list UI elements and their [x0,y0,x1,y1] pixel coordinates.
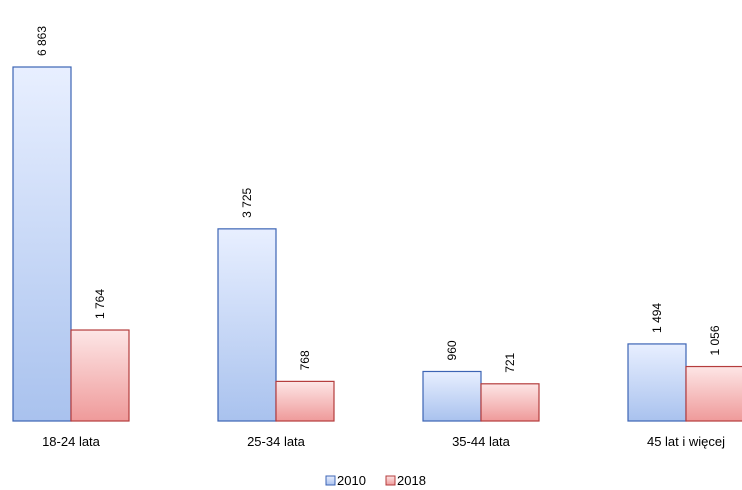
legend: 2010 2018 [325,473,426,488]
value-label-2018-2: 721 [503,352,517,372]
bar-2010-0 [12,66,72,422]
value-label-2010-3: 1 494 [650,303,664,333]
category-label-2: 35-44 lata [452,434,511,449]
bar-2018-0 [70,329,130,422]
category-label-0: 18-24 lata [42,434,101,449]
value-label-2018-3: 1 056 [708,325,722,355]
bar-2010-3 [627,343,687,422]
legend-swatch-2018 [385,475,396,486]
legend-label-2018: 2018 [397,473,426,488]
legend-label-2010: 2010 [337,473,366,488]
value-labels-group: 6 863 1 764 3 725 768 960 721 1 494 1 056 [35,26,722,373]
bars-group [12,66,742,422]
bar-2018-2 [480,383,540,422]
bar-2018-3 [685,365,742,422]
legend-swatch-2010 [325,475,336,486]
category-label-1: 25-34 lata [247,434,306,449]
value-label-2018-1: 768 [298,350,312,370]
bar-2018-1 [275,380,335,422]
value-label-2010-2: 960 [445,340,459,360]
value-label-2010-1: 3 725 [240,188,254,218]
value-label-2018-0: 1 764 [93,289,107,319]
value-label-2010-0: 6 863 [35,26,49,56]
bar-2010-1 [217,228,277,422]
category-labels-group: 18-24 lata 25-34 lata 35-44 lata 45 lat i w… [42,434,725,449]
bar-2010-2 [422,370,482,422]
category-label-3: 45 lat i więcej [647,434,725,449]
